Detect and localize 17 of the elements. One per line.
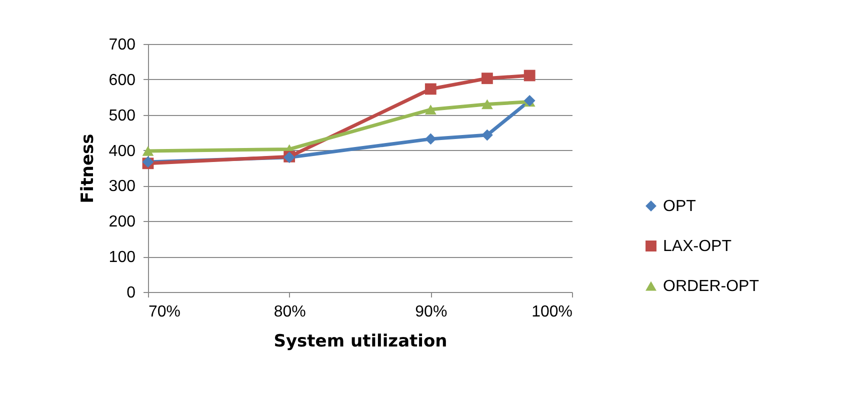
x-tick-label: 100%	[532, 304, 572, 320]
y-tick-label: 100	[108, 249, 136, 266]
legend-label: ORDER-OPT	[663, 278, 760, 295]
x-tick-label: 80%	[274, 304, 306, 320]
y-axis-title: Fitness	[78, 134, 98, 204]
y-tick-label: 600	[108, 72, 136, 89]
y-tick-label: 700	[108, 36, 136, 54]
x-tick-label: 90%	[415, 304, 448, 320]
x-axis-title: System utilization	[274, 332, 448, 352]
x-tick-label: 70%	[148, 304, 181, 320]
y-tick-label: 300	[108, 178, 136, 196]
y-tick-label: 500	[108, 107, 136, 124]
legend-label: OPT	[663, 198, 696, 215]
y-tick-label: 400	[108, 142, 136, 160]
y-tick-label: 0	[126, 284, 136, 302]
y-tick-label: 200	[108, 214, 136, 231]
legend-label: LAX-OPT	[663, 238, 732, 255]
